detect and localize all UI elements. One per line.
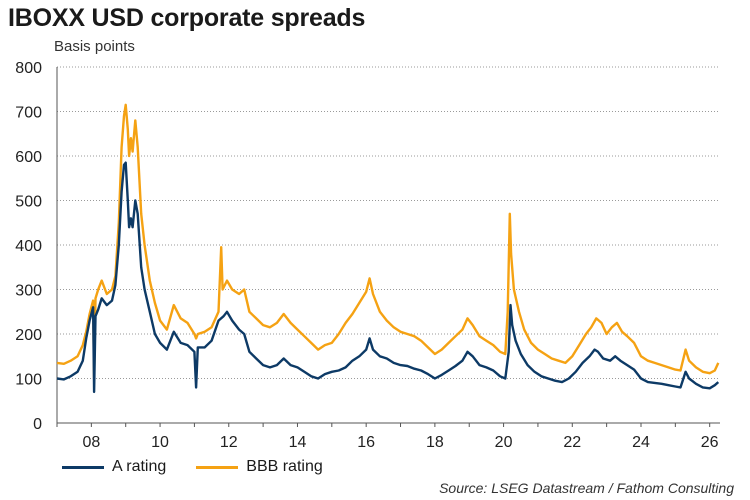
x-tick-label-22: 22 [563,434,581,451]
legend: A rating BBB rating [62,458,353,476]
y-tick-label-700: 700 [15,105,42,122]
x-tick-labels: 08 10 12 14 16 18 20 22 24 26 [82,434,718,451]
y-tick-label-100: 100 [15,372,42,389]
x-tick-label-10: 10 [151,434,169,451]
x-tick-label-08: 08 [82,434,100,451]
legend-item-bbb-rating: BBB rating [196,458,323,476]
source-note: Source: LSEG Datastream / Fathom Consult… [439,480,734,496]
legend-label-bbb-rating: BBB rating [246,458,323,475]
legend-swatch-bbb-rating [196,465,239,469]
x-tick-label-20: 20 [495,434,513,451]
y-tick-label-0: 0 [33,416,42,433]
legend-swatch-a-rating [62,465,104,469]
x-tick-label-18: 18 [426,434,444,451]
y-tick-label-300: 300 [15,283,42,300]
x-tick-label-12: 12 [220,434,238,451]
series-lines [56,103,720,394]
y-tick-label-800: 800 [15,60,42,77]
series-line-a-rating [56,161,720,394]
chart-subtitle: Basis points [54,38,135,55]
axes [56,67,720,427]
series-line-bbb-rating [56,103,720,380]
legend-label-a-rating: A rating [112,458,167,475]
legend-item-a-rating: A rating [62,458,166,476]
y-tick-label-200: 200 [15,327,42,344]
x-tick-label-16: 16 [357,434,375,451]
x-tick-label-14: 14 [289,434,307,451]
x-tick-label-24: 24 [632,434,650,451]
y-tick-label-500: 500 [15,194,42,211]
gridlines [57,66,720,379]
chart-title: IBOXX USD corporate spreads [8,4,366,32]
y-tick-labels: 0 100 200 300 400 500 600 700 800 [15,60,42,433]
y-tick-label-400: 400 [15,238,42,255]
y-tick-label-600: 600 [15,149,42,166]
x-tick-label-26: 26 [701,434,719,451]
